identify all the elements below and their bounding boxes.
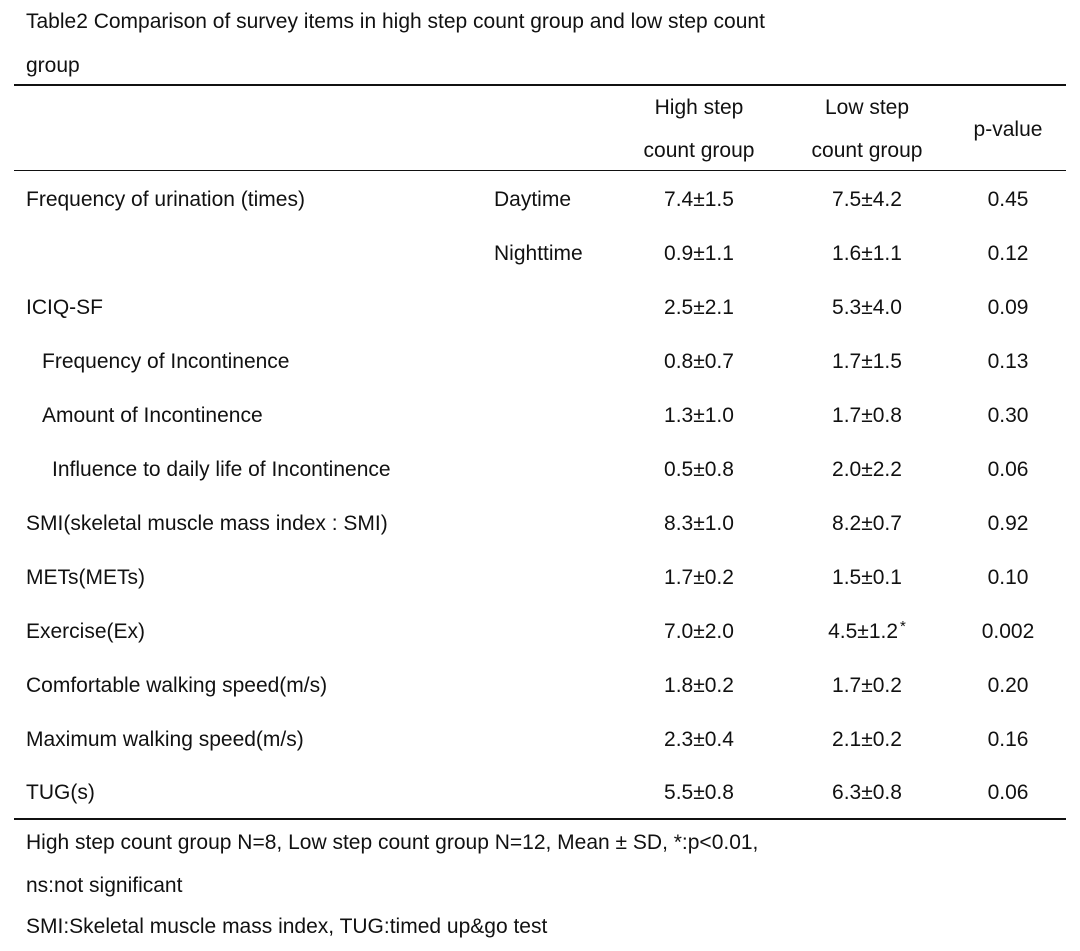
row-label: SMI(skeletal muscle mass index : SMI) [26,512,388,535]
row-low-value: 1.7±1.5 [832,350,902,373]
row-high-value: 2.3±0.4 [664,728,734,751]
row-label: TUG(s) [26,781,95,804]
table-title-line-1: Table2 Comparison of survey items in hig… [26,10,765,33]
row-low-value: 2.1±0.2 [832,728,902,751]
row-pvalue: 0.13 [987,350,1029,373]
row-label: Influence to daily life of Incontinence [52,458,391,481]
header-high-line-1: High step [654,96,744,119]
significance-mark: * [900,618,906,635]
row-label: Frequency of Incontinence [42,350,290,373]
row-low-value: 6.3±0.8 [832,781,902,804]
row-pvalue: 0.06 [987,781,1029,804]
row-label: Comfortable walking speed(m/s) [26,674,328,697]
header-low-line-2: count group [811,139,923,162]
bottom-rule [14,818,1066,820]
row-high-value: 0.5±0.8 [664,458,734,481]
row-low-value: 1.5±0.1 [832,566,902,589]
row-pvalue: 0.002 [981,620,1035,643]
row-label: Frequency of urination (times) [26,188,305,211]
row-high-value: 8.3±1.0 [664,512,734,535]
row-label: Amount of Incontinence [42,404,263,427]
row-pvalue: 0.20 [987,674,1029,697]
row-high-value: 5.5±0.8 [664,781,734,804]
row-high-value: 7.4±1.5 [664,188,734,211]
row-pvalue: 0.12 [987,242,1029,265]
footnote-line-1: High step count group N=8, Low step coun… [26,831,759,854]
row-low-value: 5.3±4.0 [832,296,902,319]
row-low-value: 1.7±0.8 [832,404,902,427]
row-high-value: 0.8±0.7 [664,350,734,373]
row-pvalue: 0.10 [987,566,1029,589]
row-pvalue: 0.92 [987,512,1029,535]
row-low-value: 4.5±1.2 [828,620,899,643]
row-sublabel: Daytime [494,188,572,211]
table-title-line-2: group [26,54,80,77]
row-low-value: 1.6±1.1 [832,242,902,265]
row-high-value: 1.7±0.2 [664,566,734,589]
row-low-value-with-mark: 4.5±1.2 * [784,618,950,648]
row-label: Exercise(Ex) [26,620,146,643]
footnote-line-3: SMI:Skeletal muscle mass index, TUG:time… [26,915,548,938]
row-low-value: 8.2±0.7 [832,512,902,535]
row-low-value: 2.0±2.2 [832,458,902,481]
top-rule [14,84,1066,86]
row-high-value: 0.9±1.1 [664,242,734,265]
row-label: ICIQ-SF [26,296,103,319]
row-pvalue: 0.06 [987,458,1029,481]
row-high-value: 1.3±1.0 [664,404,734,427]
row-pvalue: 0.45 [987,188,1029,211]
header-high-line-2: count group [643,139,755,162]
row-pvalue: 0.16 [987,728,1029,751]
header-pvalue: p-value [973,118,1043,141]
row-pvalue: 0.30 [987,404,1029,427]
row-low-value: 7.5±4.2 [832,188,902,211]
row-high-value: 7.0±2.0 [664,620,734,643]
row-sublabel: Nighttime [494,242,583,265]
row-label: METs(METs) [26,566,145,589]
row-pvalue: 0.09 [987,296,1029,319]
row-low-value: 1.7±0.2 [832,674,902,697]
header-low-line-1: Low step [824,96,910,119]
row-high-value: 1.8±0.2 [664,674,734,697]
header-rule [14,170,1066,171]
footnote-line-2: ns:not significant [26,874,183,897]
row-high-value: 2.5±2.1 [664,296,734,319]
row-label: Maximum walking speed(m/s) [26,728,304,751]
